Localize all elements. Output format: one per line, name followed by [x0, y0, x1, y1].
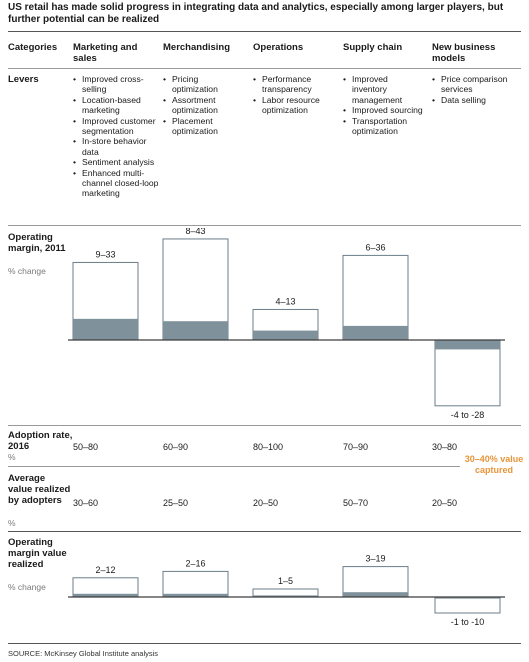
avg-value-operations: 20–50: [253, 498, 279, 508]
value-realized-range-label: 1–5: [278, 576, 293, 586]
avg-value-unit: %: [8, 518, 16, 528]
realized-label: Operating margin value realized: [8, 537, 67, 570]
margin-2011-realized-bar: [73, 318, 138, 340]
column-header-merchandising: Merchandising: [163, 42, 231, 53]
margin-2011-realized-bar: [163, 321, 228, 340]
adoption-rate-label: Adoption rate, 2016: [8, 430, 73, 452]
value-realized-realized-bar: [435, 597, 500, 599]
levers-list-operations: Performance transparency Labor resource …: [253, 74, 337, 116]
top-rule: [8, 31, 521, 32]
value-realized-realized-bar: [163, 593, 228, 597]
column-header-operations: Operations: [253, 42, 304, 53]
lever-item: Enhanced multi-channel closed-loop marke…: [73, 168, 161, 199]
margin-2011-range-label: 9–33: [95, 249, 115, 259]
categories-label: Categories: [8, 42, 58, 53]
lever-item: Pricing optimization: [163, 74, 243, 95]
lever-item: Sentiment analysis: [73, 157, 161, 168]
adoption-value-marketing: 50–80: [73, 442, 99, 452]
levers-list-supply-chain: Improved inventory management Improved s…: [343, 74, 423, 136]
value-realized-range-bar: [162, 570, 229, 598]
margin-2011-range-bar: [434, 339, 501, 407]
lever-item: Performance transparency: [253, 74, 337, 95]
avg-value-new-business: 20–50: [432, 498, 458, 508]
lever-item: Improved customer segmentation: [73, 116, 161, 137]
levers-label: Levers: [8, 74, 39, 85]
lever-item: Transportation optimization: [343, 116, 423, 137]
adoption-value-operations: 80–100: [253, 442, 284, 452]
value-captured-note: 30–40% value captured: [464, 454, 524, 475]
lever-item: Data selling: [432, 95, 520, 106]
avg-value-label: Average value realized by adopters: [8, 473, 71, 506]
lever-item: Labor resource optimization: [253, 95, 337, 116]
margin-2011-realized-bar: [343, 325, 408, 340]
adoption-value-new-business: 30–80: [432, 442, 458, 452]
chart-title: US retail has made solid progress in int…: [8, 2, 504, 25]
margin-2011-label: Operating margin, 2011: [8, 232, 66, 254]
lever-item: Price comparison services: [432, 74, 520, 95]
margin-rule: [8, 425, 521, 426]
avg-value-supply-chain: 50–70: [343, 498, 369, 508]
lever-item: Placement optimization: [163, 116, 243, 137]
value-realized-range-label: 2–16: [185, 558, 205, 568]
lever-item: Assortment optimization: [163, 95, 243, 116]
margin-2011-range-label: 8–43: [185, 228, 205, 236]
bottom-rule: [8, 643, 521, 644]
margin-2011-range-label: 6–36: [365, 242, 385, 252]
value-realized-range-bar: [434, 596, 501, 614]
header-rule: [8, 68, 521, 69]
realized-unit: % change: [8, 582, 46, 592]
operating-margin-chart: 9–33 8–43 4–13 6–36 -4 to -28: [68, 228, 505, 420]
value-realized-realized-bar: [343, 592, 408, 597]
value-realized-chart: 2–12 2–16 1–5 3–19 -1 to -10: [68, 554, 505, 627]
margin-2011-unit: % change: [8, 266, 46, 276]
lever-item: Location-based marketing: [73, 95, 161, 116]
value-realized-realized-bar: [73, 593, 138, 597]
avg-value-marketing: 30–60: [73, 498, 99, 508]
lever-item: Improved inventory management: [343, 74, 423, 105]
column-header-supply-chain: Supply chain: [343, 42, 403, 53]
lever-item: Improved cross-selling: [73, 74, 161, 95]
column-header-new-business: New business models: [432, 42, 496, 64]
avg-rule: [8, 531, 521, 532]
margin-2011-range-bar: [342, 254, 409, 341]
levers-list-new-business: Price comparison services Data selling: [432, 74, 520, 106]
margin-2011-range-label: -4 to -28: [451, 410, 485, 420]
margin-2011-range-label: 4–13: [275, 296, 295, 306]
levers-rule: [8, 225, 521, 226]
lever-item: In-store behavior data: [73, 136, 161, 157]
levers-list-marketing: Improved cross-selling Location-based ma…: [73, 74, 161, 199]
adoption-rule: [8, 466, 460, 467]
value-realized-range-bar: [342, 566, 409, 598]
avg-value-merchandising: 25–50: [163, 498, 189, 508]
value-realized-realized-bar: [253, 595, 318, 597]
column-header-marketing: Marketing and sales: [73, 42, 138, 64]
margin-2011-realized-bar: [253, 330, 318, 340]
levers-list-merchandising: Pricing optimization Assortment optimiza…: [163, 74, 243, 136]
adoption-value-supply-chain: 70–90: [343, 442, 369, 452]
adoption-value-merchandising: 60–90: [163, 442, 189, 452]
margin-2011-realized-bar: [435, 340, 500, 350]
adoption-rate-unit: %: [8, 452, 16, 462]
value-realized-range-label: 3–19: [365, 554, 385, 564]
value-realized-range-label: 2–12: [95, 565, 115, 575]
value-realized-range-label: -1 to -10: [451, 617, 485, 627]
lever-item: Improved sourcing: [343, 105, 423, 116]
source-note: SOURCE: McKinsey Global Institute analys…: [8, 649, 159, 658]
